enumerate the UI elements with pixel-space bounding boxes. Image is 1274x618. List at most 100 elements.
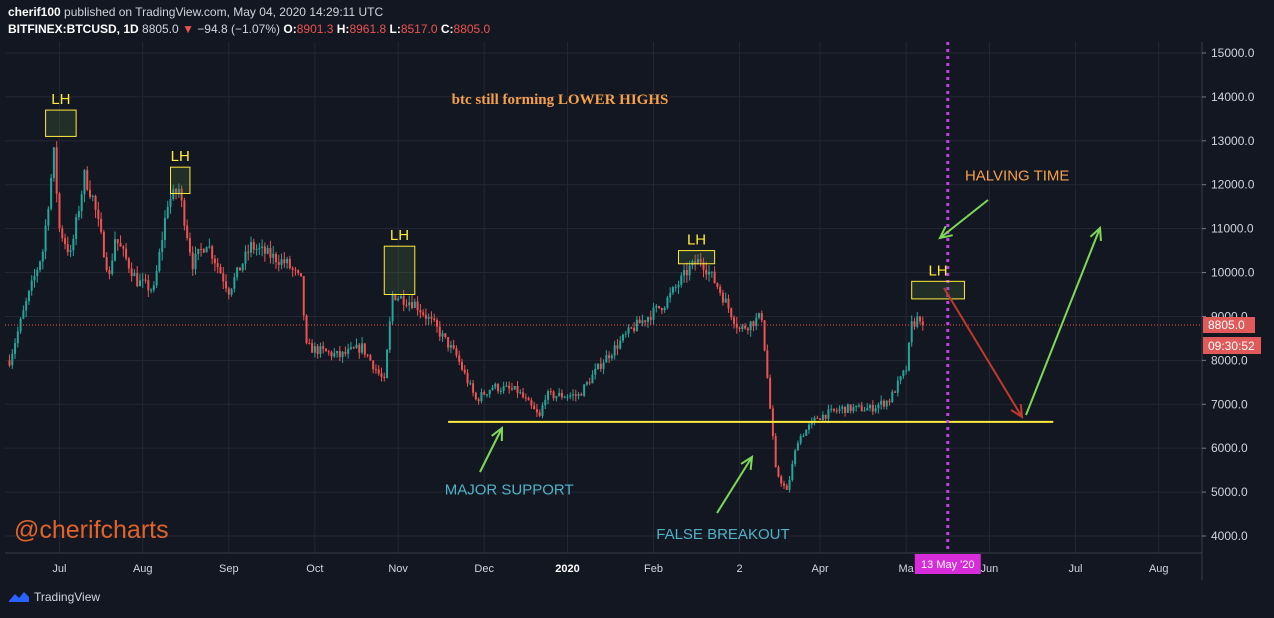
candle-body [591, 374, 594, 384]
candle-body [783, 483, 786, 486]
author-name[interactable]: cherif100 [8, 5, 61, 19]
candle-body [491, 387, 494, 391]
candle-body [397, 298, 400, 301]
candle-body [58, 193, 61, 229]
candle-body [186, 225, 189, 238]
candle-body [716, 283, 719, 287]
candle-body [874, 408, 877, 412]
candle-body [64, 238, 67, 245]
candle-body [680, 275, 683, 285]
candle-body [821, 414, 824, 421]
candle-body [594, 368, 597, 375]
candle-body [177, 188, 180, 194]
candle-body [427, 316, 430, 319]
candle-body [885, 400, 888, 407]
candle-body [880, 400, 883, 405]
candle-body [580, 394, 583, 396]
candle-body [200, 248, 203, 250]
lower-high-box [383, 245, 416, 295]
candle-body [324, 348, 327, 352]
support-arrow-shaft [479, 427, 503, 473]
candle-body [283, 259, 286, 264]
candle-body [436, 320, 439, 327]
candle-body [819, 418, 822, 421]
candle-body [313, 346, 316, 353]
candle-body [519, 392, 522, 394]
candle-body [669, 292, 672, 298]
candle-body [882, 400, 885, 407]
lower-high-label: LH [171, 148, 190, 165]
candle-body [263, 246, 266, 254]
y-tick-label: 6000.0 [1211, 441, 1248, 455]
candle-body [869, 405, 872, 409]
candle-body [799, 436, 802, 444]
candle-body [533, 405, 536, 410]
tradingview-footer[interactable]: TradingView [8, 590, 100, 604]
candle-body [724, 298, 727, 303]
candle-body [919, 316, 922, 322]
candle-body [627, 327, 630, 334]
candle-body [588, 382, 591, 384]
candle-body [377, 369, 380, 374]
candle-body [483, 392, 486, 395]
candle-body [358, 344, 361, 353]
candle-body [624, 333, 627, 335]
candle-body [913, 321, 916, 327]
candle-body [430, 316, 433, 319]
candle-body [399, 296, 402, 299]
candle-body [261, 246, 264, 249]
candle-body [305, 315, 308, 344]
lower-high-box [45, 109, 77, 137]
candle-body [907, 342, 910, 371]
lower-high-label: LH [390, 227, 409, 244]
candle-body [705, 269, 708, 275]
candle-body [136, 273, 139, 287]
candle-body [597, 363, 600, 369]
candle-body [102, 231, 105, 258]
candle-body [677, 284, 680, 288]
down-triangle-icon: ▼ [182, 22, 194, 36]
candle-body [338, 351, 341, 357]
candle-body [163, 217, 166, 240]
candle-body [36, 269, 39, 276]
candle-body [710, 271, 713, 273]
candle-body [455, 348, 458, 356]
x-tick-label: Feb [644, 563, 663, 575]
candle-body [11, 353, 14, 366]
x-tick-label: Dec [474, 563, 494, 575]
candle-body [896, 380, 899, 393]
countdown-text: 09:30:52 [1208, 339, 1255, 353]
candle-body [735, 323, 738, 328]
candle-body [646, 317, 649, 322]
candles [8, 141, 924, 493]
candle-body [94, 195, 97, 210]
candle-body [252, 242, 255, 250]
candle-body [322, 346, 325, 349]
candle-body [363, 343, 366, 355]
candle-body [485, 394, 488, 396]
candle-body [386, 349, 389, 378]
high-label: H: [336, 22, 350, 36]
candle-body [247, 251, 250, 253]
x-tick-label: Nov [388, 563, 408, 575]
candle-body [807, 424, 810, 430]
watermark: @cherifcharts [14, 516, 169, 544]
candle-body [77, 211, 80, 218]
drop-arrow-head [1010, 403, 1024, 419]
candle-body [66, 244, 69, 252]
halving-arrow-head [938, 225, 953, 240]
lower-high-box [678, 250, 716, 265]
candle-body [236, 267, 239, 278]
candle-body [402, 296, 405, 305]
candle-body [544, 399, 547, 406]
candle-body [22, 310, 25, 319]
candle-body [341, 351, 344, 357]
candle-body [408, 302, 411, 306]
candle-body [721, 292, 724, 303]
candle-body [8, 360, 11, 366]
candle-body [233, 277, 236, 289]
candle-body [269, 248, 272, 258]
candle-body [47, 208, 50, 226]
candle-body [438, 326, 441, 337]
